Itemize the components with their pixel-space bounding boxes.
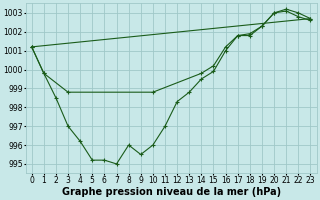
X-axis label: Graphe pression niveau de la mer (hPa): Graphe pression niveau de la mer (hPa) xyxy=(61,187,281,197)
